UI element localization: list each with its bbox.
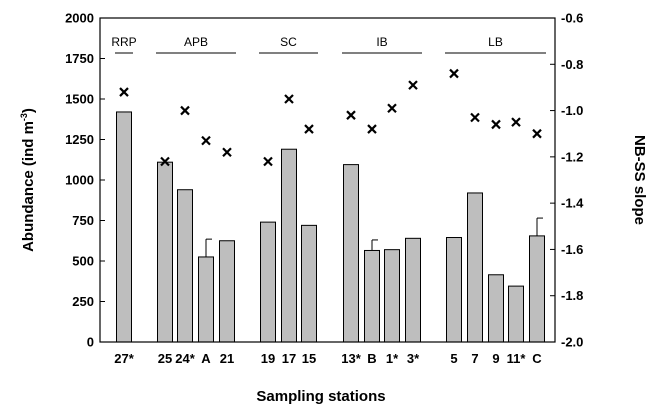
x-tick-label: 21 xyxy=(220,351,234,366)
y-axis-label: Abundance (ind m-3) xyxy=(19,108,37,252)
y-tick-label: 0 xyxy=(87,335,94,350)
y2-tick-label: -0.8 xyxy=(561,57,583,72)
y-tick-label: 1250 xyxy=(65,132,94,147)
x-tick-label: 19 xyxy=(261,351,275,366)
bars-layer xyxy=(116,111,545,343)
x-tick-label: 15 xyxy=(302,351,316,366)
y-tick-label: 1000 xyxy=(65,173,94,188)
bar xyxy=(446,237,462,343)
slope-marker xyxy=(449,68,459,79)
slope-marker xyxy=(367,124,377,134)
y-axis-label-main: Abundance (ind m xyxy=(20,121,37,252)
y2-tick-label: -1.0 xyxy=(561,103,583,118)
bar xyxy=(116,111,132,343)
x-tick-label: 13* xyxy=(341,351,361,366)
bar xyxy=(508,285,524,343)
slope-marker xyxy=(491,119,501,130)
x-tick-label: 11* xyxy=(507,351,527,366)
y2-tick-label: -2.0 xyxy=(561,335,583,350)
slope-marker xyxy=(284,94,294,104)
group-label: LB xyxy=(488,35,503,49)
x-tick-label: B xyxy=(367,351,376,366)
x-tick-label: 25 xyxy=(158,351,172,366)
bar xyxy=(529,235,545,343)
slope-marker xyxy=(201,135,211,146)
y2-axis-label: NB-SS slope xyxy=(631,135,646,225)
y-axis-label-superscript: -3 xyxy=(19,113,29,121)
y-axis-label-close: ) xyxy=(20,108,37,113)
x-tick-label: 27* xyxy=(114,351,134,366)
error-bar xyxy=(371,239,378,251)
group-labels-layer: RRP APB SC IB LB xyxy=(111,35,546,54)
slope-marker xyxy=(532,128,542,139)
x-tick-label: 7 xyxy=(471,351,478,366)
slope-marker xyxy=(263,156,273,167)
bar xyxy=(219,240,235,343)
bar xyxy=(198,256,214,343)
y-tick-label: 750 xyxy=(72,213,94,228)
x-axis-label: Sampling stations xyxy=(256,388,385,405)
group-label: IB xyxy=(376,35,387,49)
bar xyxy=(343,164,359,343)
slope-marker xyxy=(408,80,418,90)
y2-tick-label: -1.6 xyxy=(561,242,583,257)
x-tick-label: 5 xyxy=(450,351,457,366)
x-tick-label: 9 xyxy=(492,351,499,366)
group-label: SC xyxy=(280,35,297,49)
error-bar xyxy=(205,238,212,257)
y2-tick-label: -1.2 xyxy=(561,149,583,164)
bar xyxy=(157,161,173,343)
group-label: RRP xyxy=(111,35,136,49)
slope-markers-layer xyxy=(119,68,542,167)
slope-marker xyxy=(119,87,129,97)
axes-layer: 27* 25 24* A 21 19 17 15 13* B 1* 3* 5 7 9 11* C 0 250 500 7… xyxy=(65,11,584,367)
error-bar xyxy=(536,217,543,236)
y-tick-label: 1500 xyxy=(65,92,94,107)
x-tick-label: 1* xyxy=(386,351,399,366)
x-tick-label: 17 xyxy=(282,351,296,366)
bar xyxy=(405,237,421,343)
x-tick-label: A xyxy=(201,351,211,366)
bar xyxy=(384,249,400,343)
bar xyxy=(177,189,193,343)
slope-marker xyxy=(387,103,397,114)
slope-marker xyxy=(511,117,521,127)
y-tick-label: 500 xyxy=(72,254,94,269)
x-tick-label: 3* xyxy=(407,351,420,366)
slope-marker xyxy=(222,147,232,158)
bar xyxy=(281,148,297,343)
slope-marker xyxy=(160,156,170,167)
x-tick-label: 24* xyxy=(175,351,195,366)
slope-marker xyxy=(180,105,190,116)
y2-tick-label: -1.8 xyxy=(561,288,583,303)
y-tick-label: 2000 xyxy=(65,11,94,26)
y2-tick-label: -0.6 xyxy=(561,11,583,26)
y2-tick-label: -1.4 xyxy=(561,196,584,211)
bar xyxy=(467,192,483,343)
x-tick-label: C xyxy=(532,351,542,366)
error-bars-layer xyxy=(205,217,543,257)
bar xyxy=(488,274,504,343)
bar xyxy=(260,221,276,343)
group-label: APB xyxy=(184,35,208,49)
bar xyxy=(301,224,317,343)
slope-marker xyxy=(470,112,480,123)
slope-marker xyxy=(304,124,314,134)
y-tick-label: 250 xyxy=(72,294,94,309)
y-tick-label: 1750 xyxy=(65,51,94,66)
slope-marker xyxy=(346,110,356,120)
bar xyxy=(364,249,380,343)
